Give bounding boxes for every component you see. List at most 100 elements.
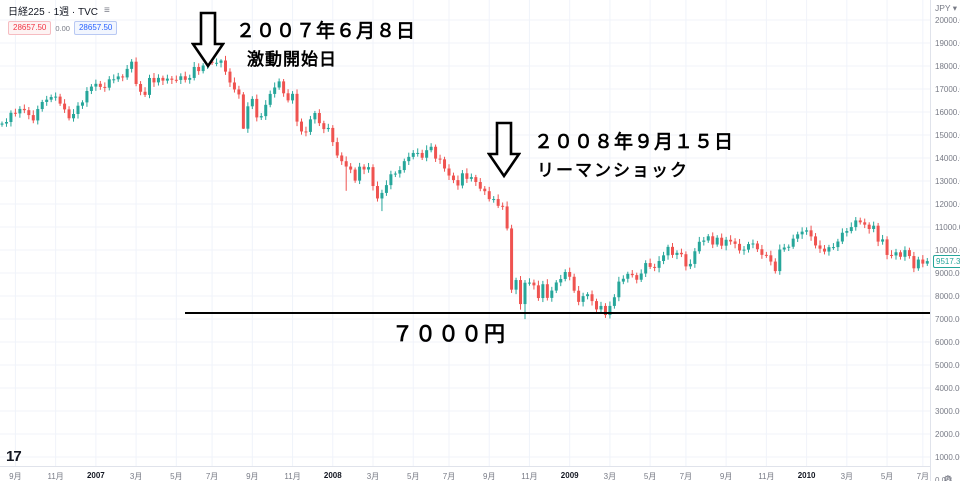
candle-body [635,275,639,280]
candle-body [197,66,201,72]
legend-menu-icon[interactable]: ≡ [104,4,110,16]
candle-body [496,199,500,206]
candle-body [389,174,393,186]
candle-body [237,89,241,95]
price-axis-label: 3000.00 [935,407,960,416]
candle-body [845,231,849,233]
ask-price-badge[interactable]: 28657.50 [73,21,118,35]
candle-body [907,250,911,257]
candle-body [411,152,415,157]
candle-body [425,150,429,158]
candle-body [465,173,469,179]
candle-body [201,65,205,72]
price-axis-label: 6000.00 [935,338,960,347]
symbol-title[interactable]: 日経225 · 1週 · TVC [8,7,99,18]
annotation-2007-date[interactable]: ２００７年６月８日 [236,21,417,42]
candle-body [550,290,554,298]
down-arrow-icon[interactable] [191,11,225,69]
candle-body [581,296,585,302]
candle-body [729,239,733,242]
annotation-2007-caption[interactable]: 激動開始日 [247,50,337,69]
horizontal-line-annotation[interactable] [185,312,930,314]
currency-selector[interactable]: JPY ▾ [935,3,958,13]
candle-body [139,83,143,92]
candle-body [639,273,643,280]
candle-body [536,285,540,299]
time-axis-label: 2010 [797,471,816,480]
annotation-2008-date[interactable]: ２００８年９月１５日 [534,132,735,153]
candle-body [76,105,80,114]
candle-body [165,78,169,81]
price-axis-label: 15000.00 [935,131,960,140]
chart-canvas[interactable] [0,0,930,466]
candle-body [224,60,227,72]
candle-body [420,152,424,158]
candle-body [54,96,58,98]
candle-body [693,251,697,264]
price-axis-label: 13000.00 [935,177,960,186]
time-axis-label: 3月 [840,472,854,481]
candle-body [769,255,773,262]
down-arrow-icon[interactable] [487,121,521,179]
candle-body [849,227,853,232]
time-axis-label: 2009 [560,471,579,480]
gear-icon[interactable]: ⚙ [943,474,953,481]
bid-price-badge[interactable]: 28657.50 [8,21,52,35]
candle-body [295,93,299,122]
candle-body [98,83,102,87]
candle-body [143,91,147,95]
candle-body [586,294,590,297]
candle-body [787,246,791,248]
candle-body [903,250,907,257]
candle-body [291,93,295,101]
candle-body [814,236,818,246]
price-axis-label: 17000.00 [935,85,960,94]
candle-body [152,77,156,83]
candle-body [130,61,134,69]
price-axis-label: 16000.00 [935,108,960,117]
candle-body [648,263,652,267]
time-axis-label: 7月 [916,472,930,481]
candle-body [308,119,312,132]
price-axis-label: 9000.00 [935,269,960,278]
price-axis-label: 19000.00 [935,39,960,48]
candle-body [840,232,844,242]
price-axis[interactable]: JPY ▾ 9517.30 ⚙ 20000.00 19000.00 18000.00… [930,0,960,481]
candle-body [134,61,138,84]
candle-body [724,239,728,246]
spread-value: 0.00 [55,23,70,33]
candle-body [653,266,657,268]
candle-body [438,158,442,160]
candle-body [313,113,317,120]
annotation-2008-caption[interactable]: リーマンショック [537,161,689,180]
candle-body [684,254,688,267]
candle-body [474,177,478,183]
candle-body [483,188,487,192]
candle-body [599,305,603,310]
candle-body [608,305,612,316]
price-axis-label: 0.00 [935,476,951,481]
candle-body [827,247,831,252]
candle-body [255,98,259,118]
candle-body [27,110,31,116]
price-axis-label: 12000.00 [935,200,960,209]
candle-body [675,252,679,255]
price-axis-label: 20000.00 [935,16,960,25]
candle-body [894,252,898,256]
candle-body [443,159,447,169]
candle-body [367,167,371,170]
candle-body [72,113,76,119]
time-axis[interactable]: 9月 11月 2007 3月 5月 7月 9月 11月 2008 3月 5月 7月 9月 11月 2009 3… [0,466,930,481]
candle-body [912,256,916,269]
price-axis-label: 4000.00 [935,384,960,393]
tradingview-logo[interactable]: 17 [6,448,22,465]
hline-label[interactable]: ７０００円 [392,323,507,346]
candle-body [738,243,742,251]
candle-body [603,305,607,316]
candle-body [232,82,236,90]
candle-body [4,122,8,124]
time-axis-label: 7月 [205,472,219,481]
candle-body [630,273,634,276]
price-axis-label: 10000.00 [935,246,960,255]
candle-body [277,81,281,88]
